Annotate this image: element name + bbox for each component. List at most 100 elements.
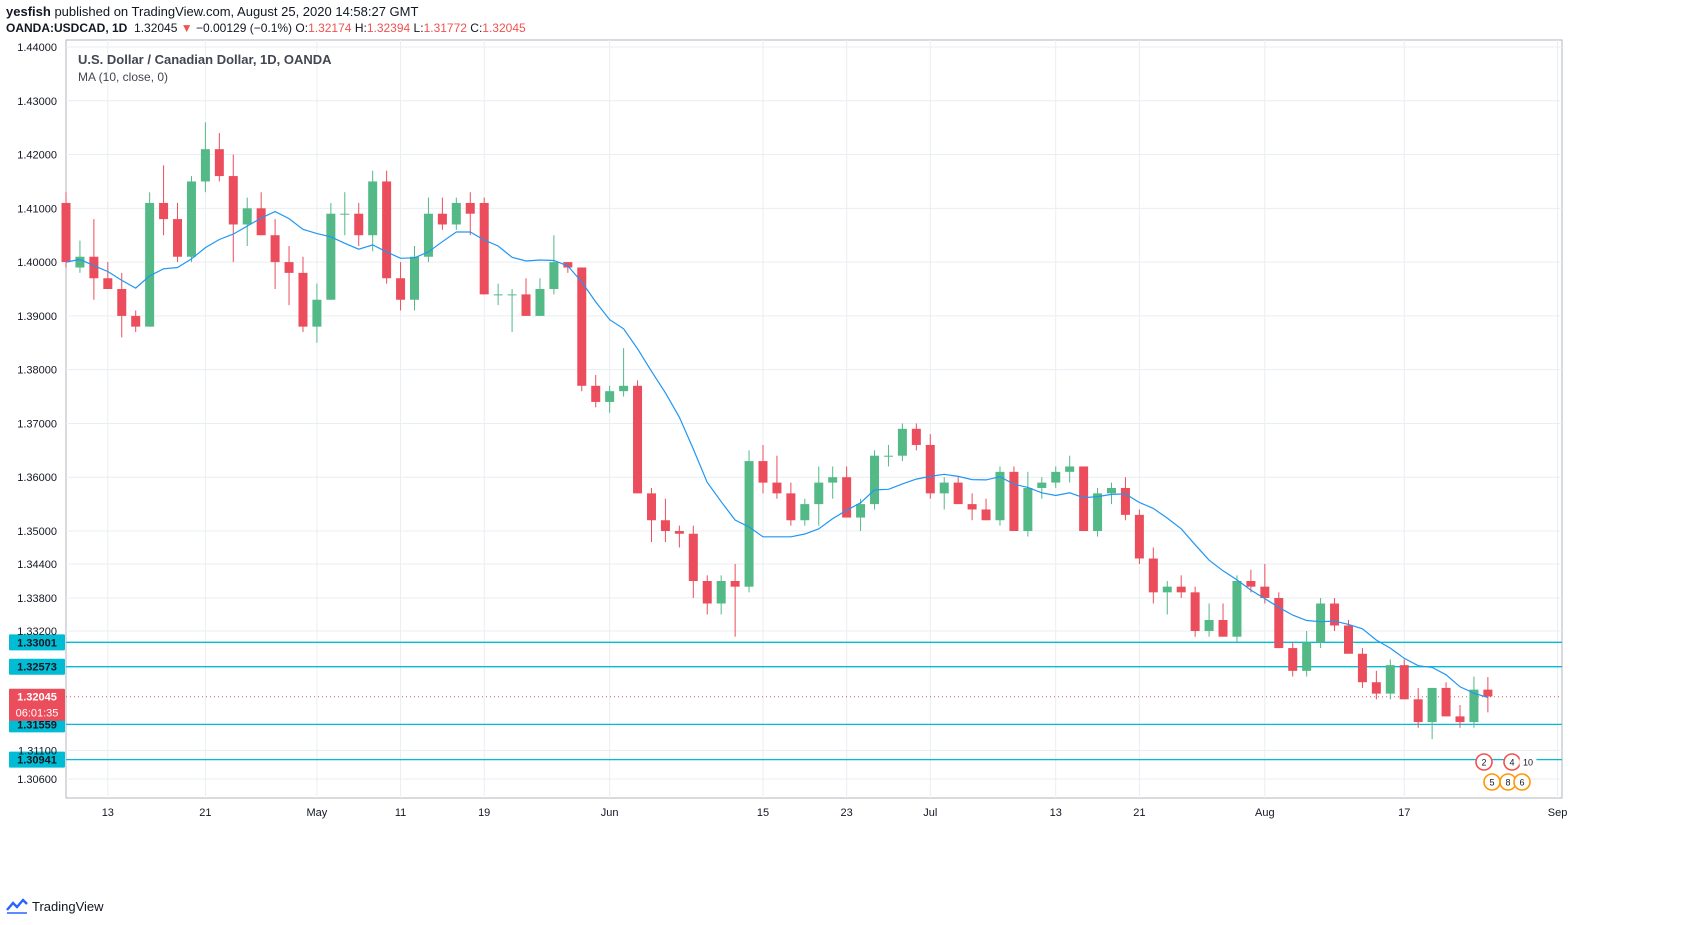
candle-up	[200, 149, 210, 182]
y-tick-label: 1.36000	[17, 472, 57, 484]
x-tick-label: 15	[757, 807, 769, 819]
indicator-legend[interactable]: MA (10, close, 0)	[78, 70, 169, 84]
candle-up	[1065, 466, 1075, 472]
candle-down	[1274, 598, 1284, 649]
candle-down	[674, 531, 684, 534]
candle-up	[1023, 487, 1033, 531]
x-tick-label: Sep	[1548, 807, 1568, 819]
candle-up	[1162, 586, 1172, 593]
x-tick-label: Aug	[1255, 807, 1275, 819]
candle-down	[1399, 665, 1409, 700]
event-count-label: 10	[1523, 758, 1533, 768]
x-tick-label: 21	[1133, 807, 1145, 819]
tradingview-logo-icon	[6, 898, 28, 914]
candle-down	[465, 202, 475, 214]
open-label: O:	[295, 21, 309, 35]
last-price-label: 1.32045	[17, 692, 57, 704]
y-tick-label: 1.44000	[17, 42, 57, 54]
candle-down	[911, 428, 921, 445]
candle-down	[61, 202, 71, 263]
candle-up	[507, 294, 517, 296]
last-price: 1.32045	[134, 21, 178, 35]
candle-down	[1246, 581, 1256, 587]
chart-legend-title: U.S. Dollar / Canadian Dollar, 1D, OANDA	[78, 52, 332, 67]
x-tick-label: Jul	[923, 807, 937, 819]
candle-down	[1176, 586, 1186, 593]
candle-up	[619, 385, 629, 392]
candle-down	[967, 504, 977, 510]
candle-up	[75, 256, 85, 268]
candle-down	[1079, 466, 1089, 531]
down-arrow-icon: ▼	[180, 21, 193, 35]
event-count-label: 6	[1519, 778, 1524, 788]
candle-down	[173, 219, 183, 257]
publisher-name: yesfish	[6, 4, 51, 19]
candle-up	[605, 391, 615, 402]
candle-up	[1232, 581, 1242, 637]
candle-down	[521, 294, 531, 316]
candle-down	[1148, 558, 1158, 593]
event-count-label: 4	[1509, 758, 1514, 768]
x-tick-label: 11	[395, 807, 406, 819]
candle-up	[814, 482, 824, 505]
candle-up	[1107, 487, 1116, 494]
x-tick-label: 19	[478, 807, 490, 819]
close-value: 1.32045	[482, 21, 526, 35]
candle-down	[688, 533, 698, 581]
event-marker-icon	[1475, 753, 1493, 771]
candle-up	[1469, 689, 1479, 723]
candle-down	[131, 315, 141, 327]
y-tick-label: 1.31100	[18, 746, 57, 758]
candle-down	[925, 444, 935, 494]
candle-up	[995, 471, 1005, 521]
candle-down	[396, 278, 406, 300]
event-count-label: 5	[1489, 778, 1494, 788]
last-price-box	[9, 688, 65, 721]
ma-line	[65, 210, 1489, 699]
candle-up	[451, 202, 461, 225]
level-label-box	[9, 634, 65, 651]
candle-down	[1413, 699, 1423, 723]
level-label: 1.32573	[17, 662, 57, 674]
y-tick-label: 1.35000	[17, 526, 57, 538]
candle-down	[1190, 592, 1200, 631]
candles-layer	[61, 122, 1493, 740]
y-tick-label: 1.39000	[17, 311, 57, 323]
x-tick-label: May	[307, 807, 328, 819]
event-marker-icon	[1519, 753, 1537, 771]
candle-up	[1385, 665, 1395, 694]
candle-down	[284, 262, 294, 273]
candle-up	[1037, 482, 1047, 488]
candle-down	[577, 267, 587, 386]
high-label: H:	[354, 21, 367, 35]
level-label: 1.33001	[17, 637, 57, 649]
candle-up	[186, 181, 196, 257]
low-value: 1.31772	[423, 21, 467, 35]
x-tick-label: 13	[1050, 807, 1062, 819]
candle-down	[479, 202, 489, 295]
candle-up	[340, 213, 350, 215]
y-tick-label: 1.42000	[17, 150, 57, 162]
candle-down	[563, 262, 573, 268]
horizontal-levels: 1.33001 1.32573 1.31559 1.30941 1.32045 06:01…	[9, 634, 1562, 768]
publish-info: yesfish published on TradingView.com, Au…	[6, 4, 418, 19]
candle-down	[1330, 603, 1340, 626]
y-tick-label: 1.30600	[17, 774, 57, 786]
candle-down	[953, 482, 963, 505]
candle-up	[368, 181, 378, 236]
y-tick-label: 1.33200	[17, 626, 57, 638]
candle-down	[117, 289, 127, 316]
candle-up	[312, 299, 322, 327]
candle-down	[1218, 620, 1228, 637]
level-label: 1.31559	[17, 719, 57, 731]
x-tick-label: 21	[199, 807, 211, 819]
event-count-label: 2	[1481, 758, 1486, 768]
candle-up	[800, 504, 810, 521]
footer-brand[interactable]: TradingView	[6, 898, 104, 914]
x-tick-label: 23	[841, 807, 853, 819]
event-count-label: 8	[1505, 778, 1510, 788]
y-tick-label: 1.37000	[17, 418, 57, 430]
chart-axes: 1.44000 1.43000 1.42000 1.41000 1.40000 1.390…	[17, 42, 1567, 819]
candle-down	[103, 278, 113, 289]
